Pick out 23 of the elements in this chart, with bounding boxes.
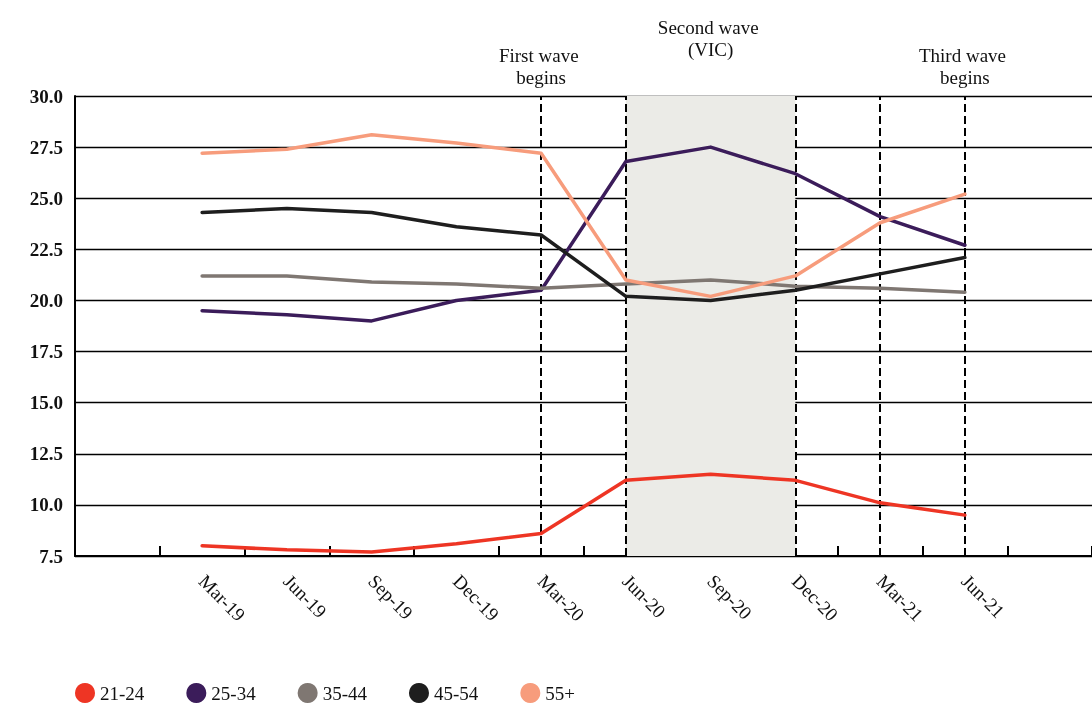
- y-tick-label: 25.0: [29, 187, 63, 209]
- legend-label: 35-44: [322, 682, 368, 704]
- line-series: [200, 133, 967, 299]
- y-tick-label: 17.5: [29, 341, 63, 363]
- legend-label: 21-24: [100, 682, 145, 704]
- line-series: [200, 274, 967, 295]
- y-tick-label: 7.5: [39, 545, 63, 567]
- legend-label: 55+: [545, 682, 576, 704]
- legend-label: 45-54: [433, 682, 479, 704]
- y-tick-label: 27.5: [29, 136, 63, 158]
- y-tick-label: 20.0: [29, 289, 63, 311]
- line-series: [200, 145, 967, 323]
- y-tick-label: 22.5: [29, 238, 63, 260]
- y-tick-label: 15.0: [29, 392, 63, 414]
- line-series: [200, 472, 967, 554]
- legend-label: 25-34: [211, 682, 257, 704]
- y-tick-label: 12.5: [29, 443, 63, 465]
- y-tick-label: 30.0: [29, 85, 63, 107]
- ref-line-label: Third wave begins: [918, 44, 1011, 88]
- y-tick-label: 10.0: [29, 494, 63, 516]
- ref-line-label: First wave begins: [498, 44, 584, 88]
- band-label: Second wave (VIC): [657, 16, 764, 61]
- line-series: [200, 206, 967, 303]
